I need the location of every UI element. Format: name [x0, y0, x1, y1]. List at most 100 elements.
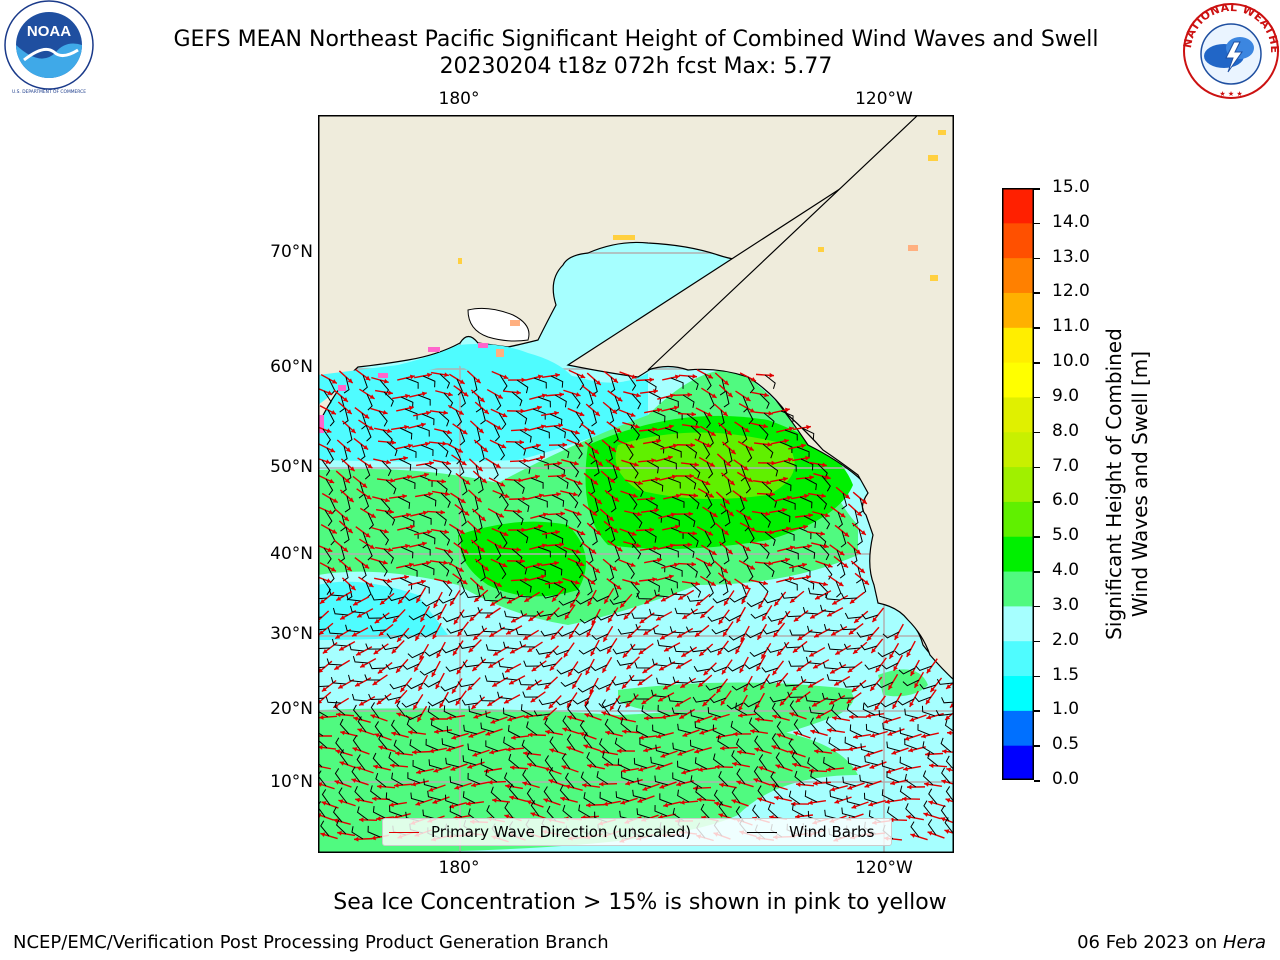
- wind-barb: [427, 790, 442, 801]
- colorbar-tick-label: 9.0: [1052, 385, 1080, 406]
- wind-barb: [435, 511, 447, 526]
- wave-direction-arrowhead: [736, 617, 741, 623]
- wind-barb: [407, 772, 421, 784]
- wave-direction-arrowhead: [320, 599, 325, 604]
- wave-direction-arrowhead: [574, 580, 580, 585]
- wave-direction-arrowhead: [428, 787, 434, 792]
- wind-barb: [424, 463, 438, 476]
- wind-barb: [841, 492, 848, 510]
- wind-barb: [902, 679, 920, 687]
- wave-direction-arrowhead: [506, 630, 512, 635]
- wind-barb: [700, 803, 711, 820]
- wave-direction-arrowhead: [739, 667, 744, 673]
- wind-barb: [579, 720, 589, 737]
- wind-barb: [352, 704, 363, 721]
- wave-direction-arrowhead: [708, 493, 714, 498]
- wind-barb: [351, 766, 361, 783]
- wave-direction-arrowhead: [831, 747, 836, 753]
- wave-direction-arrowhead: [496, 425, 502, 430]
- wind-barb: [518, 678, 535, 686]
- wave-direction-arrowhead: [559, 542, 564, 548]
- wind-barb: [922, 741, 935, 755]
- wind-barb: [584, 701, 594, 718]
- wind-barb: [485, 769, 498, 783]
- colorbar-segment: [1002, 466, 1034, 502]
- wave-direction-arrowhead: [330, 567, 336, 572]
- wind-barb: [671, 707, 688, 715]
- wave-direction-arrowhead: [702, 701, 708, 707]
- wave-direction-arrowhead: [874, 705, 880, 711]
- wave-direction-arrowhead: [472, 752, 478, 757]
- colorbar-tick-mark: [1034, 222, 1040, 225]
- wind-barb: [701, 480, 710, 498]
- wind-barb: [807, 757, 819, 772]
- wave-direction-arrowhead: [570, 602, 575, 608]
- wave-direction-arrowhead: [786, 495, 792, 501]
- wind-barb: [614, 395, 621, 413]
- wave-direction-arrowhead: [930, 687, 936, 693]
- wind-barb: [822, 661, 839, 670]
- wind-barb: [367, 825, 381, 838]
- wave-direction-arrowhead: [718, 619, 724, 625]
- wave-direction-arrowhead: [710, 581, 716, 586]
- wave-direction-arrowhead: [408, 443, 413, 449]
- wave-direction-arrowhead: [350, 585, 356, 591]
- wave-direction-arrowhead: [925, 699, 931, 705]
- wave-direction-arrowhead: [946, 767, 952, 773]
- wind-barb: [831, 704, 842, 720]
- wave-direction-arrowhead: [839, 550, 845, 556]
- wave-direction-arrowhead: [592, 511, 598, 516]
- wave-direction-arrowhead: [762, 615, 767, 621]
- wave-direction-arrowhead: [732, 761, 737, 767]
- wind-barb: [503, 772, 515, 788]
- colorbar-tick-label: 6.0: [1052, 490, 1080, 511]
- wind-barb: [799, 496, 813, 509]
- wave-direction-arrowhead: [602, 667, 607, 673]
- wind-barb: [484, 675, 501, 683]
- wave-direction-arrowhead: [545, 729, 550, 735]
- wind-barb: [318, 628, 327, 631]
- wave-direction-arrowhead: [582, 783, 587, 788]
- wave-direction-arrowhead: [832, 715, 837, 721]
- wave-direction-arrowhead: [795, 814, 800, 819]
- wave-direction-arrowhead: [373, 764, 379, 770]
- lon-label-top-180: 180°: [438, 89, 480, 109]
- wind-barb: [648, 608, 665, 617]
- wave-direction-arrowhead: [617, 396, 623, 402]
- wave-direction-arrowhead: [622, 652, 628, 658]
- wind-barb: [634, 662, 651, 669]
- wave-direction-arrowhead: [352, 632, 358, 637]
- colorbar-tick-label: 5.0: [1052, 525, 1080, 546]
- wind-barb: [841, 593, 858, 600]
- wave-direction-arrowhead: [416, 597, 421, 603]
- wind-barb: [541, 592, 559, 599]
- wind-barb: [653, 627, 669, 636]
- wind-barb: [604, 718, 615, 735]
- wave-direction-arrowhead: [663, 802, 669, 808]
- wind-barb: [788, 790, 801, 805]
- wind-barb: [927, 752, 939, 767]
- wave-direction-arrowhead: [339, 646, 345, 651]
- wind-barb: [672, 676, 689, 684]
- wind-barb: [535, 458, 549, 470]
- wave-direction-arrowhead: [555, 529, 560, 535]
- wave-direction-arrowhead: [456, 669, 462, 675]
- wind-barb: [801, 645, 818, 653]
- wind-barb: [318, 685, 330, 688]
- wave-direction-arrowhead: [720, 745, 725, 751]
- wave-direction-arrowhead: [724, 600, 729, 606]
- wind-barb: [427, 705, 440, 720]
- wave-direction-arrowhead: [827, 612, 833, 617]
- wind-barb: [555, 699, 573, 706]
- wind-barb: [543, 786, 553, 803]
- wind-barb: [672, 772, 686, 784]
- wave-direction-arrowhead: [459, 379, 465, 384]
- wave-direction-arrowhead: [706, 442, 712, 448]
- wave-direction-arrowhead: [785, 407, 790, 413]
- wave-direction-arrowhead: [501, 443, 507, 449]
- wind-barb: [688, 494, 700, 510]
- wave-direction-arrowhead: [572, 683, 577, 689]
- wind-barb: [862, 703, 876, 716]
- wave-direction-arrowhead: [851, 804, 857, 809]
- wind-barb: [588, 509, 595, 527]
